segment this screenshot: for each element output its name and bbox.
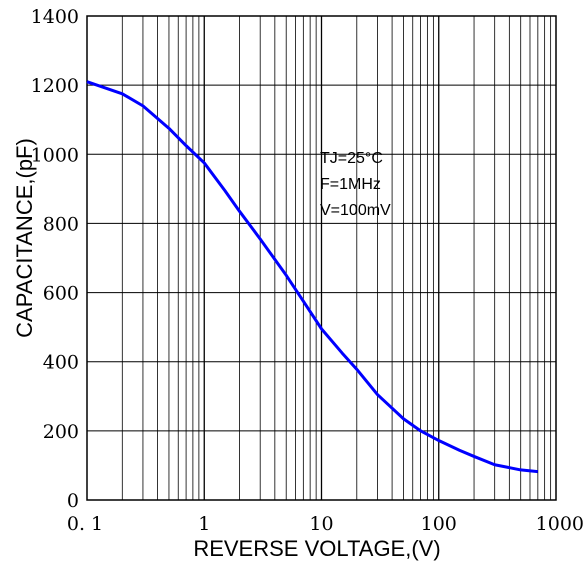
x-tick-label: 0. 1 [67, 513, 103, 535]
x-tick-label: 1000 [536, 513, 584, 535]
annotation-line: TJ=25°C [320, 150, 383, 167]
y-axis-ticks: 0 200 400 600 800 1000 1200 1400 [31, 6, 79, 512]
y-tick-label: 800 [43, 213, 79, 235]
y-tick-label: 0 [67, 490, 79, 512]
x-tick-label: 100 [421, 513, 457, 535]
y-tick-label: 400 [43, 352, 79, 374]
x-axis-label: REVERSE VOLTAGE,(V) [193, 536, 440, 561]
y-tick-label: 600 [43, 283, 79, 305]
y-tick-label: 1200 [31, 75, 79, 97]
plot-frame [86, 15, 557, 501]
annotation-line: V=100mV [320, 202, 391, 219]
y-tick-label: 200 [43, 421, 79, 443]
x-axis-ticks: 0. 1 1 10 100 1000 [67, 513, 584, 535]
capacitance-curve [86, 80, 538, 474]
y-tick-label: 1000 [31, 144, 79, 166]
annotation-line: F=1MHz [320, 176, 381, 193]
conditions-annotation: TJ=25°C F=1MHz V=100mV [320, 150, 391, 219]
x-tick-label: 1 [198, 513, 210, 535]
grid-lines [87, 16, 556, 500]
y-axis-label: CAPACITANCE,(pF) [12, 138, 37, 338]
x-tick-label: 10 [309, 513, 333, 535]
y-tick-label: 1400 [31, 6, 79, 28]
